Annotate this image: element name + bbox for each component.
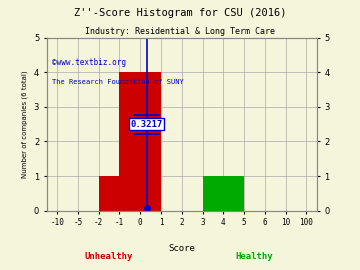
Text: Z''-Score Histogram for CSU (2016): Z''-Score Histogram for CSU (2016): [74, 8, 286, 18]
Y-axis label: Number of companies (6 total): Number of companies (6 total): [22, 70, 28, 178]
Text: Healthy: Healthy: [236, 252, 273, 261]
X-axis label: Score: Score: [168, 244, 195, 253]
Bar: [99, 176, 120, 211]
Text: ©www.textbiz.org: ©www.textbiz.org: [52, 58, 126, 68]
Bar: [120, 72, 161, 211]
Text: Industry: Residential & Long Term Care: Industry: Residential & Long Term Care: [85, 27, 275, 36]
Text: The Research Foundation of SUNY: The Research Foundation of SUNY: [52, 79, 184, 86]
Text: Unhealthy: Unhealthy: [85, 252, 133, 261]
Text: 0.3217: 0.3217: [131, 120, 163, 129]
Bar: [203, 176, 244, 211]
